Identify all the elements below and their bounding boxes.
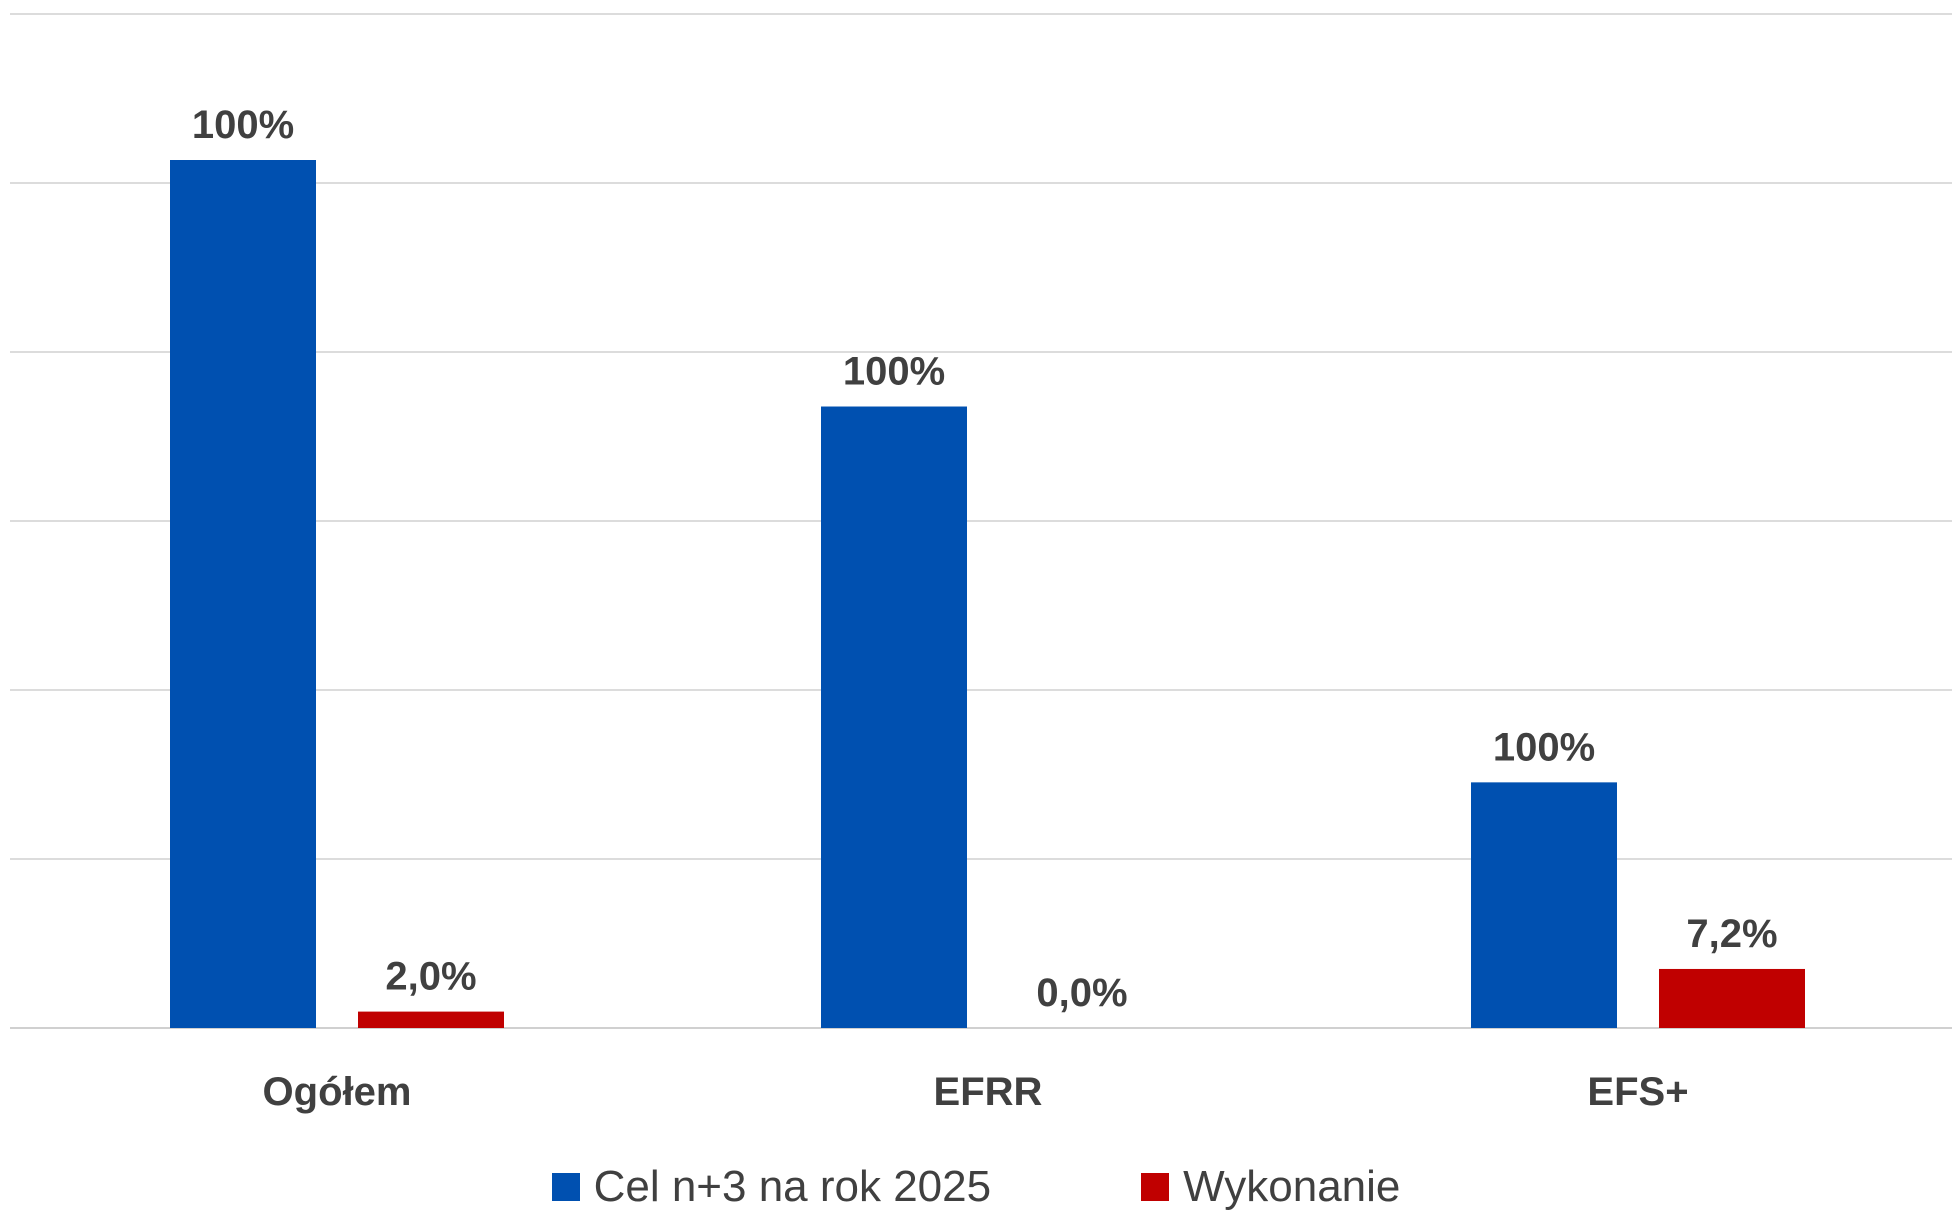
category-label: Ogółem (263, 1070, 412, 1114)
data-labels: 100% 2,0% 100% 0,0% 100% 7,2% (192, 103, 1778, 1015)
bar-target (1471, 782, 1617, 1028)
data-label-target: 100% (192, 103, 294, 147)
category-label: EFS+ (1587, 1070, 1688, 1114)
legend: Cel n+3 na rok 2025 Wykonanie (0, 1162, 1952, 1212)
legend-item-execution: Wykonanie (1141, 1162, 1400, 1212)
data-label-execution: 0,0% (1036, 971, 1127, 1015)
bars (170, 160, 1805, 1029)
legend-item-target: Cel n+3 na rok 2025 (551, 1162, 992, 1212)
category-labels: Ogółem EFRR EFS+ (263, 1070, 1689, 1114)
bar-target (821, 406, 967, 1029)
bar-target (170, 160, 316, 1028)
data-label-target: 100% (1493, 725, 1595, 769)
legend-swatch-execution (1141, 1173, 1170, 1201)
legend-label-execution: Wykonanie (1183, 1162, 1401, 1211)
legend-label-target: Cel n+3 na rok 2025 (593, 1162, 992, 1211)
category-label: EFRR (934, 1070, 1043, 1114)
gridlines (10, 13, 1952, 1029)
bar-execution (1659, 968, 1805, 1028)
data-label-target: 100% (843, 350, 945, 394)
legend-swatch-target (551, 1173, 580, 1201)
data-label-execution: 2,0% (385, 955, 476, 999)
data-label-execution: 7,2% (1686, 912, 1777, 956)
bar-execution (358, 1011, 504, 1028)
